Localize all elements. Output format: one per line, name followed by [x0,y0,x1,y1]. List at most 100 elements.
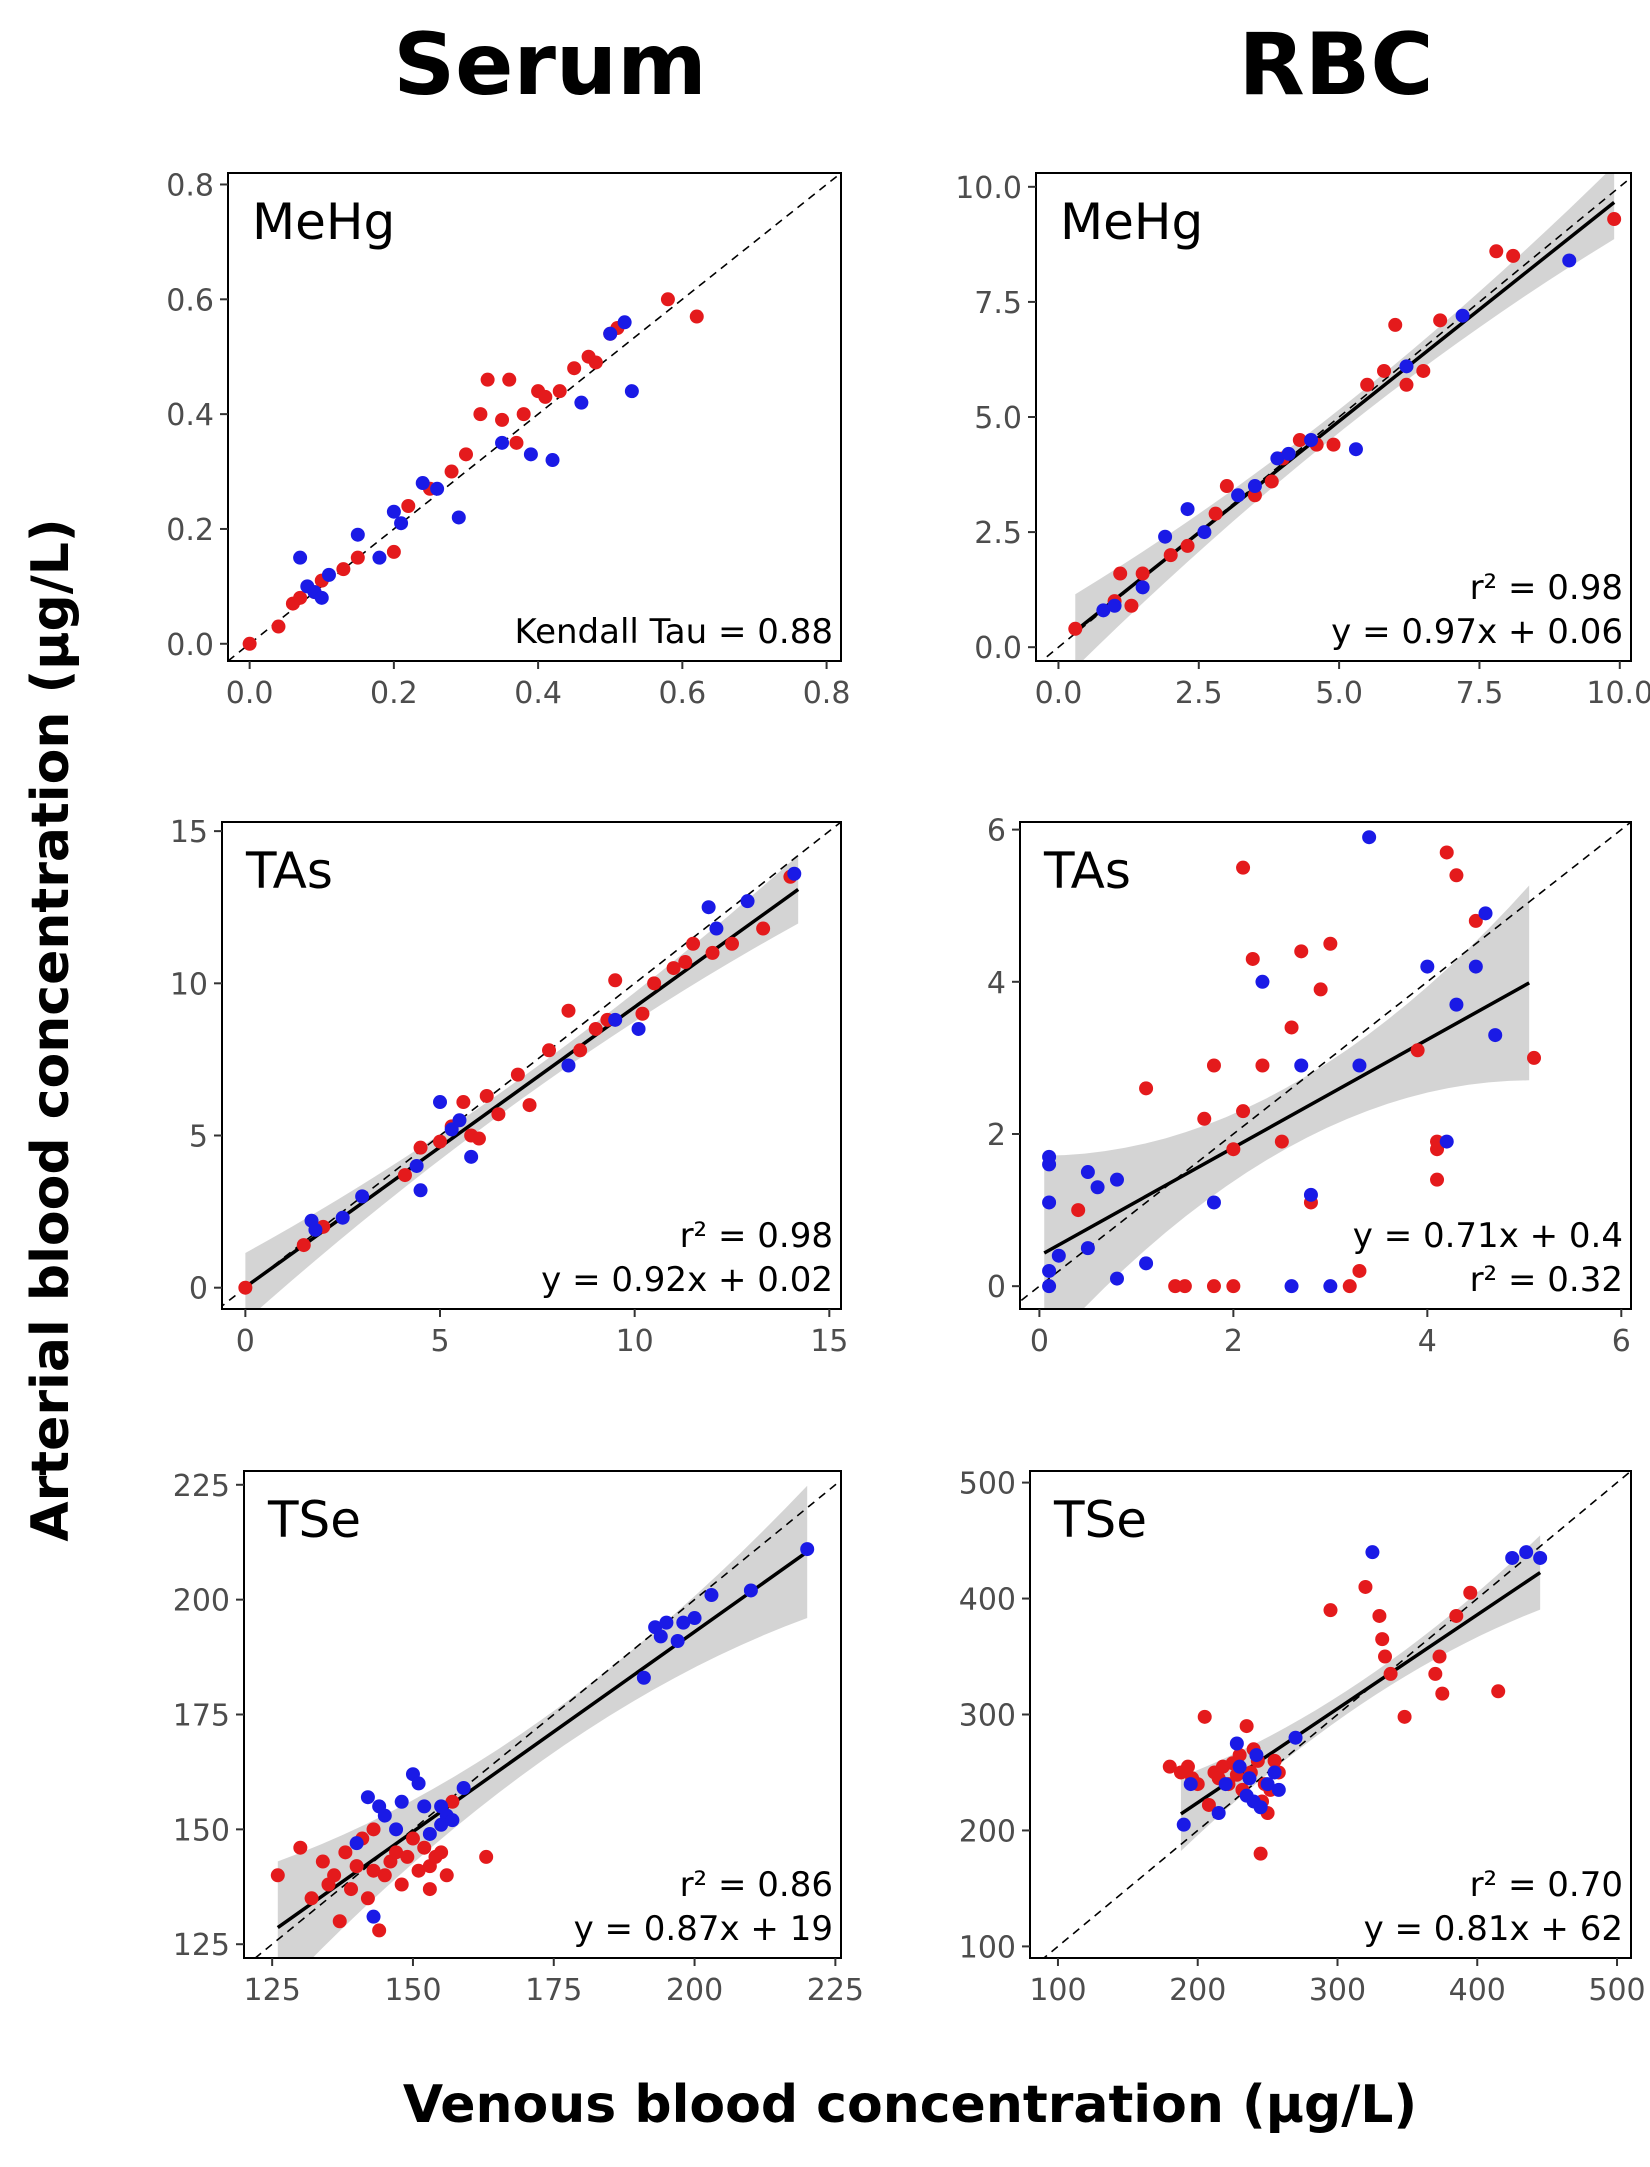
confidence-band [245,855,799,1309]
y-tick-label: 2.5 [974,516,1022,551]
annotation-text: y = 0.71x + 0.4 [1353,1216,1623,1256]
annotation-text: r² = 0.70 [1470,1865,1623,1905]
data-point-red [1527,1050,1542,1065]
identity-line [253,1479,841,1958]
data-point-red [1433,313,1448,328]
data-point-blue [624,384,639,399]
data-point-red [315,1854,330,1869]
data-point-blue [1281,446,1296,461]
x-tick-label: 0.0 [226,676,274,711]
data-point-red [1201,1797,1216,1812]
data-point-red [332,1914,347,1929]
data-point-blue [574,395,589,410]
data-point-red [1232,1748,1247,1763]
data-point-red [366,1822,381,1837]
x-tick-label: 0 [1030,1324,1049,1359]
x-tick-label: 2.5 [1175,676,1223,711]
data-point-blue [617,315,632,330]
data-point-blue [701,900,716,915]
panel-plot-area [1040,173,1631,661]
x-tick-label: 5 [430,1324,449,1359]
data-point-red [1163,548,1178,563]
data-point-blue [740,894,755,909]
data-point-red [1449,868,1464,883]
panel-label: MeHg [1060,193,1203,251]
data-point-blue [1488,1028,1503,1043]
data-point-blue [787,866,802,881]
y-tick-label: 125 [173,1928,230,1963]
data-point-blue [1288,1730,1303,1745]
data-point-red [1342,1279,1357,1294]
y-tick-label: 7.5 [974,286,1022,321]
data-point-blue [350,527,365,542]
x-tick-label: 6 [1612,1324,1631,1359]
data-point-blue [1051,1248,1066,1263]
data-point-red [1607,212,1622,227]
data-point-red [666,961,681,976]
data-point-blue [1304,433,1319,448]
data-point-blue [523,447,538,462]
panel-label: TSe [267,1491,361,1549]
y-tick-label: 0.6 [166,283,214,318]
y-tick-label: 6 [987,814,1006,849]
data-point-blue [1176,1817,1191,1832]
data-point-red [1264,474,1279,489]
data-point-blue [1180,502,1195,517]
data-point-red [1197,1111,1212,1126]
y-tick-label: 10 [170,967,208,1002]
annotation-text: y = 0.81x + 62 [1364,1909,1623,1949]
data-point-blue [444,1122,459,1137]
data-point-blue [366,1909,381,1924]
data-point-blue [1267,1765,1282,1780]
panel-rbc-mehg: 0.0 2.5 5.0 7.5 10.0 0.0 2.5 5.0 7.5 10.0 MeHg r² =… [955,171,1650,711]
x-tick-label: 0.6 [658,676,706,711]
data-point-red [433,1134,448,1149]
x-tick-label: 0.0 [1035,676,1083,711]
data-point-red [1399,377,1414,392]
data-point-blue [308,1222,323,1237]
data-point-blue [1197,525,1212,540]
data-point-blue [1042,1195,1057,1210]
data-point-red [561,1003,576,1018]
data-point-red [1197,1709,1212,1724]
data-point-red [1489,244,1504,259]
regression-line [1043,981,1531,1255]
panel-serum-tse: 125 150 175 200 225 125 150 175 200 225 TSe r² = 0.… [173,1469,864,2008]
data-point-blue [1449,997,1464,1012]
annotation-text: y = 0.87x + 19 [574,1909,833,1949]
data-point-blue [1206,1195,1221,1210]
panel-rbc-tse: 100 200 300 400 500 100 200 300 400 500 TSe r² = 0.… [959,1467,1646,2008]
data-point-blue [1352,1058,1367,1073]
x-tick-label: 0.2 [370,676,418,711]
x-tick-label: 0.4 [514,676,562,711]
data-point-red [510,1067,525,1082]
x-tick-label: 400 [1449,1973,1506,2008]
data-point-blue [653,1629,668,1644]
y-tick-label: 500 [959,1467,1016,1502]
data-point-blue [433,1095,448,1110]
data-point-red [538,389,553,404]
data-point-red [480,372,495,387]
data-point-blue [1519,1545,1534,1560]
y-tick-label: 0.0 [974,631,1022,666]
data-point-blue [561,1058,576,1073]
y-tick-label: 225 [173,1469,230,1504]
data-point-red [270,1868,285,1883]
data-point-red [502,372,517,387]
y-tick-label: 400 [959,1583,1016,1618]
data-point-red [293,1840,308,1855]
data-point-red [1358,1579,1373,1594]
data-point-blue [1399,359,1414,374]
x-tick-label: 15 [810,1324,848,1359]
data-point-red [588,355,603,370]
data-point-blue [743,1583,758,1598]
x-tick-label: 0 [236,1324,255,1359]
regression-line [276,1550,809,1930]
data-point-blue [1455,308,1470,323]
data-point-red [588,1021,603,1036]
data-point-red [1239,1719,1254,1734]
data-point-blue [1294,1058,1309,1073]
data-point-red [1410,1043,1425,1058]
panel-plot-area [253,1479,841,1958]
data-point-blue [314,590,329,605]
